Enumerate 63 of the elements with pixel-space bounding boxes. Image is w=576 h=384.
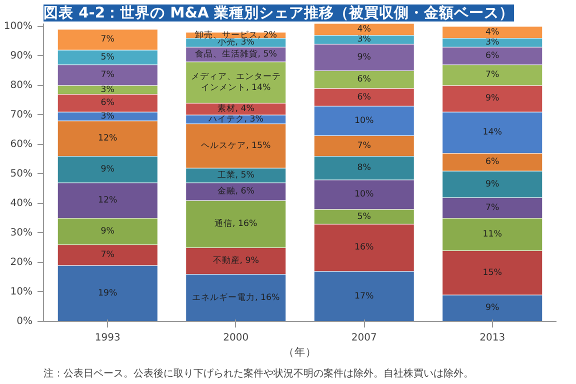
data-label: 4% xyxy=(486,27,500,38)
data-label: 15% xyxy=(482,268,502,278)
data-label: 6% xyxy=(357,74,371,85)
data-label: 9% xyxy=(486,94,500,104)
data-label: 7% xyxy=(100,250,114,260)
data-label: 3% xyxy=(357,34,371,45)
data-label: 17% xyxy=(354,291,374,302)
data-label: 9% xyxy=(100,164,114,175)
data-label: 5% xyxy=(100,52,114,62)
chart-title: 図表 4-2：世界の M&A 業種別シェア推移（被買収側・金額ベース） xyxy=(44,4,514,22)
x-tick-label: 2007 xyxy=(351,332,377,344)
data-label: 7% xyxy=(486,70,500,80)
data-label: 16% xyxy=(354,242,374,253)
data-label: 6% xyxy=(100,98,114,108)
data-label: 19% xyxy=(98,288,118,298)
data-label: 11% xyxy=(482,229,502,240)
data-label: 12% xyxy=(98,134,118,144)
x-axis-title: （年） xyxy=(284,346,316,358)
y-tick-label: 50% xyxy=(10,168,33,180)
data-label: 素材, 4% xyxy=(217,103,255,114)
data-label: 6% xyxy=(486,50,500,61)
data-label: 10% xyxy=(354,116,374,126)
data-label: 金融, 6% xyxy=(217,186,255,197)
data-label: 9% xyxy=(357,52,371,62)
data-label: 食品、生活雑貨, 5% xyxy=(194,48,278,60)
y-tick-label: 20% xyxy=(10,256,33,268)
data-label: 4% xyxy=(357,24,371,34)
y-tick-label: 100% xyxy=(4,20,33,32)
data-label: エネルギー電力, 16% xyxy=(192,292,280,303)
data-label: 3% xyxy=(100,111,114,122)
data-label: 10% xyxy=(354,190,374,200)
data-label: 7% xyxy=(486,202,500,213)
x-tick-label: 1993 xyxy=(94,332,120,344)
data-label: 6% xyxy=(357,92,371,102)
data-label: 通信, 16% xyxy=(214,218,258,230)
y-tick-label: 90% xyxy=(10,50,33,62)
y-tick-label: 30% xyxy=(10,227,33,238)
data-label: 8% xyxy=(357,163,371,174)
y-tick-label: 40% xyxy=(10,198,33,209)
y-tick-label: 80% xyxy=(10,80,33,91)
data-label: 3% xyxy=(100,84,114,95)
data-label: 工業, 5% xyxy=(217,169,255,180)
data-label: 9% xyxy=(100,226,114,237)
y-tick-label: 10% xyxy=(10,286,33,298)
y-tick-label: 70% xyxy=(10,109,33,120)
data-label: 12% xyxy=(98,196,118,206)
data-label: ヘルスケア, 15% xyxy=(201,140,271,151)
data-label: 7% xyxy=(357,140,371,151)
data-label: 5% xyxy=(357,212,371,222)
data-label: 6% xyxy=(486,157,500,168)
data-label: 7% xyxy=(100,70,114,80)
text: 注：公表日ベース。公表後に取り下げられた案件や状況不明の案件は除外。自社株買いは除外。 xyxy=(44,368,474,380)
data-label: 9% xyxy=(486,179,500,190)
data-label: 7% xyxy=(100,34,114,45)
data-label: ハイテク, 3% xyxy=(207,114,264,124)
x-tick-label: 2000 xyxy=(223,332,249,344)
data-label: 14% xyxy=(482,128,502,138)
x-tick-label: 2013 xyxy=(480,332,506,344)
y-tick-label: 0% xyxy=(16,316,33,327)
data-label: メディア、エンターテインメント, 14% xyxy=(190,72,281,94)
data-label: 9% xyxy=(486,303,500,314)
y-tick-label: 60% xyxy=(10,138,33,150)
data-label: 不動産, 9% xyxy=(212,255,260,266)
